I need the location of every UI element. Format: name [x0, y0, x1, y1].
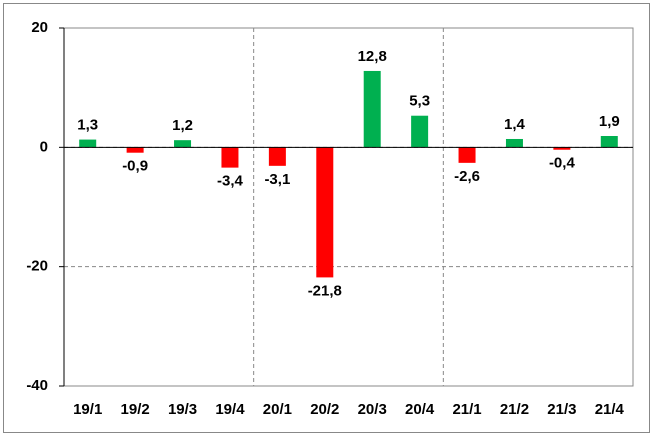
x-tick-label: 20/4 — [405, 401, 435, 418]
value-label: -21,8 — [308, 282, 342, 299]
value-label: 12,8 — [358, 48, 387, 65]
value-label: 5,3 — [409, 93, 430, 110]
bar — [79, 139, 97, 148]
bar — [363, 70, 381, 148]
value-label: -3,1 — [264, 171, 290, 188]
x-tick-label: 21/1 — [452, 401, 481, 418]
bar — [316, 147, 334, 278]
bar — [505, 138, 523, 148]
bar — [600, 135, 618, 148]
bar — [458, 147, 476, 163]
x-tick-label: 19/2 — [121, 401, 150, 418]
value-label: 1,3 — [77, 117, 98, 134]
value-label: 1,9 — [599, 113, 620, 130]
x-tick-label: 21/3 — [547, 401, 576, 418]
bar — [411, 115, 429, 148]
x-tick-label: 21/4 — [595, 401, 625, 418]
value-label: 1,2 — [172, 117, 193, 134]
x-tick-label: 20/2 — [310, 401, 339, 418]
x-tick-label: 19/4 — [215, 401, 245, 418]
value-label: -3,4 — [217, 173, 244, 190]
value-label: -0,9 — [122, 158, 148, 175]
bar — [126, 147, 144, 153]
value-label: -0,4 — [549, 155, 576, 172]
x-tick-label: 21/2 — [500, 401, 529, 418]
bar — [221, 147, 239, 168]
y-tick-label: -20 — [26, 258, 48, 275]
y-tick-label: -40 — [26, 377, 48, 394]
x-tick-label: 19/3 — [168, 401, 197, 418]
bar — [174, 140, 192, 148]
x-tick-label: 20/1 — [263, 401, 292, 418]
y-tick-label: 0 — [40, 138, 48, 155]
x-tick-label: 20/3 — [358, 401, 387, 418]
bar — [553, 147, 571, 150]
x-tick-label: 19/1 — [73, 401, 102, 418]
y-tick-label: 20 — [31, 19, 48, 36]
value-label: 1,4 — [504, 116, 526, 133]
value-label: -2,6 — [454, 168, 480, 185]
bar — [268, 147, 286, 166]
